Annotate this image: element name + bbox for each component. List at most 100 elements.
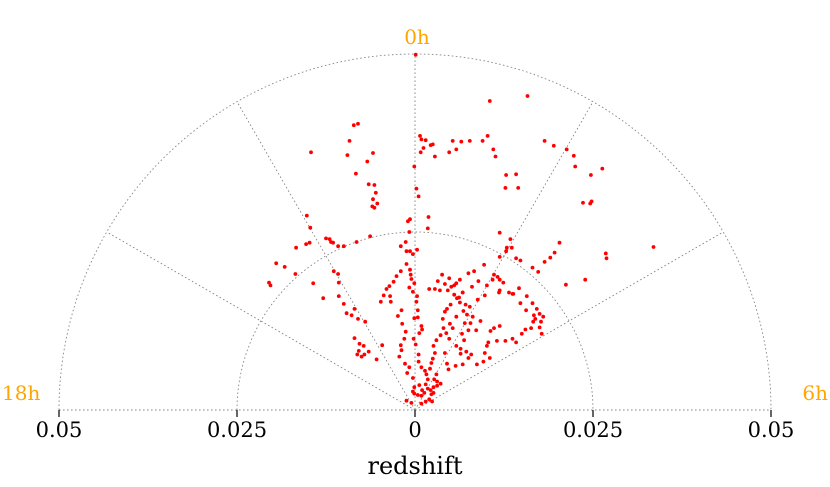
data-point [464,349,469,354]
data-point [433,351,437,355]
data-point [354,240,359,244]
data-point [341,302,346,306]
data-point [356,317,360,321]
data-point [423,382,428,387]
data-point [412,391,417,396]
data-point [429,361,434,365]
data-point [539,319,543,324]
data-point [402,336,407,341]
x-axis-title: redshift [367,452,462,480]
data-point [304,242,308,247]
galaxy-points [267,52,656,406]
x-tick-label: 0.05 [748,418,795,442]
data-point [344,311,349,316]
data-point [415,393,420,397]
data-point [462,321,467,325]
data-point [374,357,379,362]
data-point [406,219,410,224]
data-point [537,325,542,330]
data-point [375,201,380,206]
data-point [481,359,486,364]
data-point [327,237,332,242]
data-point [495,339,499,343]
data-point [466,271,471,276]
data-point [398,244,403,249]
data-point [458,300,462,305]
data-point [341,244,346,249]
data-point [408,272,413,277]
data-point [268,283,273,288]
data-point [422,391,427,395]
data-point [331,240,335,245]
data-point [589,173,593,177]
data-point [409,277,414,281]
data-point [445,307,449,311]
data-point [523,327,528,332]
data-point [532,313,536,318]
x-tick-label: 0.025 [207,418,267,442]
data-point [514,256,518,261]
data-point [524,308,528,313]
data-point [445,361,449,366]
data-point [398,343,403,348]
data-point [412,385,417,390]
data-point [501,280,506,285]
data-point [508,237,513,242]
data-point [438,381,443,386]
data-point [467,139,472,143]
data-point [434,338,439,343]
data-point [324,236,328,241]
data-point [416,359,421,364]
data-point [400,321,405,326]
data-point [536,270,541,274]
data-point [542,139,547,143]
data-point [509,245,514,250]
data-point [366,182,371,187]
data-point [530,301,535,306]
data-point [419,324,424,328]
data-point [415,308,420,313]
data-point [475,362,479,367]
data-point [396,314,400,318]
data-point [476,279,481,283]
data-point [472,269,476,274]
data-point [419,393,424,398]
grid-spoke [106,231,416,411]
data-point [475,297,480,302]
data-point [460,290,465,295]
data-point [407,230,412,234]
grid-spoke [414,101,594,411]
data-point [551,143,556,148]
data-point [418,150,423,155]
data-point [434,372,439,377]
data-point [487,99,492,103]
data-point [409,401,414,405]
data-point [480,139,485,143]
data-point [485,134,490,138]
data-point [458,346,463,351]
data-point [336,272,340,276]
data-point [524,294,529,298]
data-point [510,336,515,341]
data-point [497,324,502,328]
data-point [468,321,473,325]
data-point [443,282,447,286]
data-point [427,397,432,402]
data-point [604,256,609,261]
data-point [459,139,464,144]
data-point [368,234,372,239]
data-point [537,312,542,316]
data-point [387,284,392,288]
data-point [497,277,502,282]
data-point [503,339,508,343]
data-point [354,171,358,176]
data-point [416,194,421,199]
data-point [507,290,511,295]
data-point [282,265,287,269]
data-point [372,183,377,187]
data-point [388,294,392,298]
data-point [447,336,452,341]
data-point [359,354,364,359]
data-point [518,301,523,306]
data-point [447,276,452,281]
